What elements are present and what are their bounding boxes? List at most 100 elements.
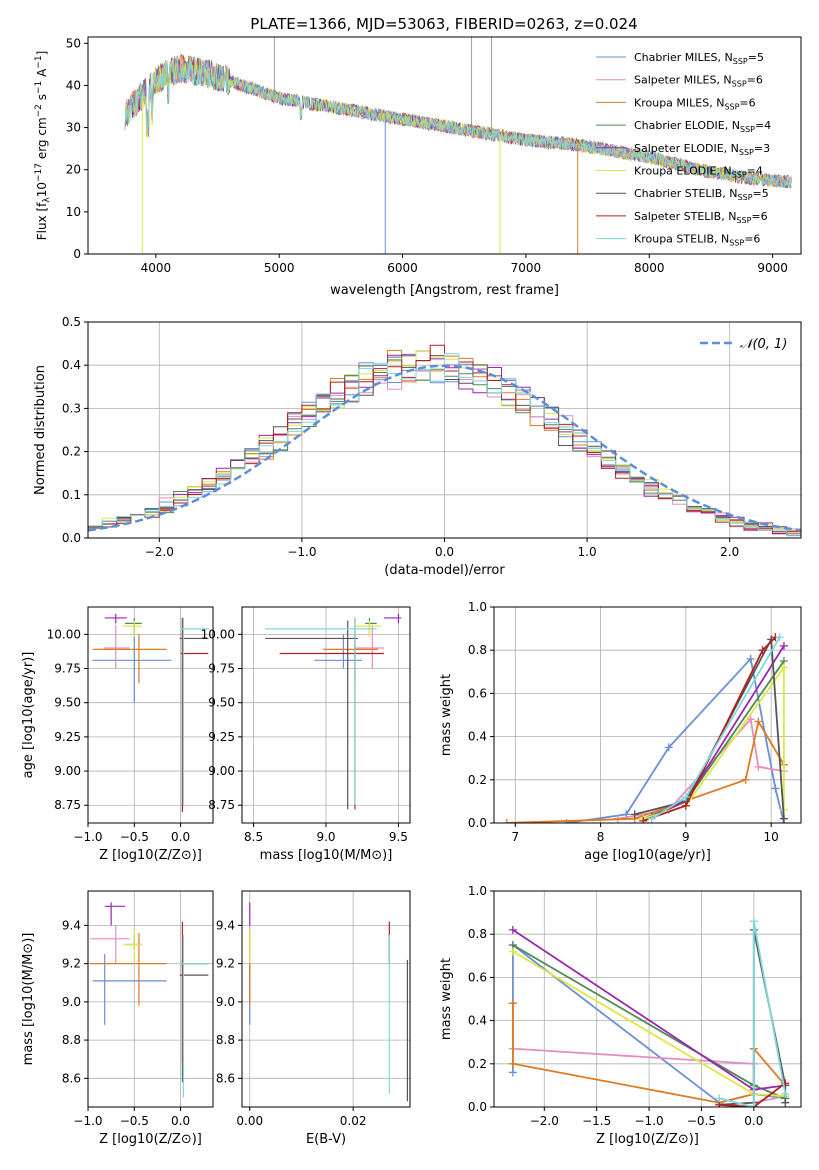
y-tick-label: 20 <box>66 163 81 177</box>
mass_vs_Z-frame <box>87 890 214 1108</box>
x-tick-label: 4000 <box>141 261 172 275</box>
y-tick-label: 9.50 <box>54 696 81 710</box>
legend-label-kroupa_stelib: Kroupa STELIB, NSSP=6 <box>634 233 760 248</box>
mass_weight_vs_Z-ylabel: mass weight <box>439 958 454 1040</box>
y-tick-label: 9.0 <box>62 995 81 1009</box>
residuals-frame <box>87 321 802 539</box>
y-tick-label: 9.0 <box>216 995 235 1009</box>
y-tick-label: 8.6 <box>62 1071 81 1085</box>
mass_vs_Z-ylabel: mass [log10(M/M⊙)] <box>21 933 36 1066</box>
y-tick-label: 50 <box>66 36 81 50</box>
weight-marker-chabrier_miles <box>746 654 755 663</box>
x-tick-label: 8.5 <box>244 830 263 844</box>
x-tick-label: 5000 <box>264 261 295 275</box>
x-tick-label: 0.02 <box>340 1114 367 1128</box>
weight-marker-salpeter_stelib <box>758 646 767 655</box>
weight-line-kroupa_stelib <box>719 921 787 1107</box>
x-tick-label: −2.0 <box>145 545 174 559</box>
age_vs_mass-frame <box>241 606 411 824</box>
y-tick-label: 9.75 <box>208 662 235 676</box>
age_vs_mass-axes: 8.5 9.0 9.5 8.75 9.00 9.25 9.50 9.75 10.00 <box>201 607 410 844</box>
y-tick-label: 10 <box>66 205 81 219</box>
y-tick-label: 0.0 <box>468 1100 487 1114</box>
x-tick-label: 8000 <box>634 261 665 275</box>
legend-label-kroupa_miles: Kroupa MILES, NSSP=6 <box>634 96 756 111</box>
y-tick-label: 0.2 <box>468 773 487 787</box>
spectrum-lines <box>124 37 792 254</box>
x-tick-label: −0.5 <box>687 1114 716 1128</box>
mass_weight_vs_age-axes: 7 8 9 10 0.0 0.2 0.4 0.6 0.8 1.0 <box>468 600 801 844</box>
weight-marker-kroupa_stelib <box>749 917 758 926</box>
weight-marker-kroupa_stelib <box>715 1094 724 1103</box>
y-tick-label: 0.1 <box>62 488 81 502</box>
y-tick-label: 9.4 <box>62 918 81 932</box>
weight-marker-kroupa_stelib <box>647 814 656 823</box>
y-tick-label: 0.5 <box>62 315 81 329</box>
weight-marker-kroupa_miles <box>754 717 763 726</box>
x-tick-label: 8 <box>597 830 605 844</box>
y-tick-label: 0 <box>73 247 81 261</box>
mass_vs_Z-axes: −1.0 −0.5 0.0 8.6 8.8 9.0 9.2 9.4 <box>62 891 213 1128</box>
spectrum-axes: 4000 5000 6000 7000 8000 9000 0 10 20 30 40 50 <box>66 36 788 275</box>
legend-label-kroupa_elodie: Kroupa ELODIE, NSSP=4 <box>634 165 763 180</box>
weight-line-salpeter_stelib <box>719 1082 786 1107</box>
mass_vs_ebv-frame <box>241 890 411 1108</box>
y-tick-label: 9.50 <box>208 696 235 710</box>
spectrum-line-kroupa_stelib <box>124 57 792 189</box>
weight-marker-kroupa_stelib <box>775 633 784 642</box>
weight-line-kroupa_miles <box>512 1003 786 1104</box>
x-tick-label: −1.0 <box>73 1114 102 1128</box>
weight-line-chabrier_miles <box>566 656 785 823</box>
spectrum-legend: Chabrier MILES, NSSP=5 Salpeter MILES, NS… <box>596 51 771 248</box>
spectrum-ylabel: Flux [fλ10−17 erg cm−2 s−1 A−1] <box>34 51 52 241</box>
x-tick-label: 7 <box>511 830 519 844</box>
spectrum-frame <box>87 36 802 255</box>
y-tick-label: 8.75 <box>54 798 81 812</box>
weight-line-salpeter_stelib <box>642 636 777 822</box>
weight-marker-kroupa_miles <box>741 775 750 784</box>
residuals-xlabel: (data-model)/error <box>384 563 505 578</box>
legend-label-salpeter_stelib: Salpeter STELIB, NSSP=6 <box>634 210 768 225</box>
y-tick-label: 9.25 <box>208 730 235 744</box>
weight-marker-salpeter_stelib <box>639 816 648 823</box>
weight-marker-chabrier_stelib <box>781 1098 790 1107</box>
y-tick-label: 0.4 <box>468 730 487 744</box>
legend-label-chabrier_elodie: Chabrier ELODIE, NSSP=4 <box>634 119 771 134</box>
y-tick-label: 1.0 <box>468 884 487 898</box>
x-tick-label: −1.0 <box>635 1114 664 1128</box>
x-tick-label: −1.0 <box>73 830 102 844</box>
weight-line-kroupa_stelib <box>651 636 781 820</box>
legend-label-salpeter_elodie: Salpeter ELODIE, NSSP=3 <box>634 142 770 157</box>
y-tick-label: 9.25 <box>54 730 81 744</box>
y-tick-label: 0.8 <box>468 643 487 657</box>
mass_vs_Z-points <box>89 902 209 1098</box>
legend-label-salpeter_miles: Salpeter MILES, NSSP=6 <box>634 74 763 89</box>
y-tick-label: 9.2 <box>216 957 235 971</box>
y-tick-label: 10.00 <box>201 627 235 641</box>
weight-marker-salpeter_stelib <box>681 801 690 810</box>
x-tick-label: 10 <box>764 830 779 844</box>
y-tick-label: 9.00 <box>208 764 235 778</box>
weight-marker-salpeter_elodie <box>508 925 517 934</box>
y-tick-label: 9.75 <box>54 662 81 676</box>
y-tick-label: 0.3 <box>62 401 81 415</box>
x-tick-label: −0.5 <box>120 830 149 844</box>
x-tick-label: 9.0 <box>316 830 335 844</box>
weight-marker-kroupa_elodie <box>508 947 517 956</box>
weight-marker-chabrier_miles <box>664 743 673 752</box>
y-tick-label: 1.0 <box>468 600 487 614</box>
residuals-ylabel: Normed distribution <box>33 365 48 495</box>
y-tick-label: 0.0 <box>468 816 487 830</box>
x-tick-label: 0.0 <box>171 1114 190 1128</box>
x-tick-label: −0.5 <box>120 1114 149 1128</box>
x-tick-label: −1.5 <box>582 1114 611 1128</box>
x-tick-label: 1.0 <box>578 545 597 559</box>
legend-label-chabrier_stelib: Chabrier STELIB, NSSP=5 <box>634 187 769 202</box>
age_vs_Z-axes: −1.0 −0.5 0.0 8.75 9.00 9.25 9.50 9.75 10.00 <box>47 607 213 844</box>
mass_weight_vs_Z-xlabel: Z [log10(Z/Z⊙)] <box>596 1132 699 1147</box>
weight-marker-kroupa_stelib <box>681 793 690 802</box>
age_vs_mass-xlabel: mass [log10(M/M⊙)] <box>260 848 393 863</box>
age_vs_Z-ylabel: age [log10(age/yr)] <box>21 652 36 779</box>
y-tick-label: 8.75 <box>208 798 235 812</box>
age_vs_Z-points <box>92 613 209 813</box>
